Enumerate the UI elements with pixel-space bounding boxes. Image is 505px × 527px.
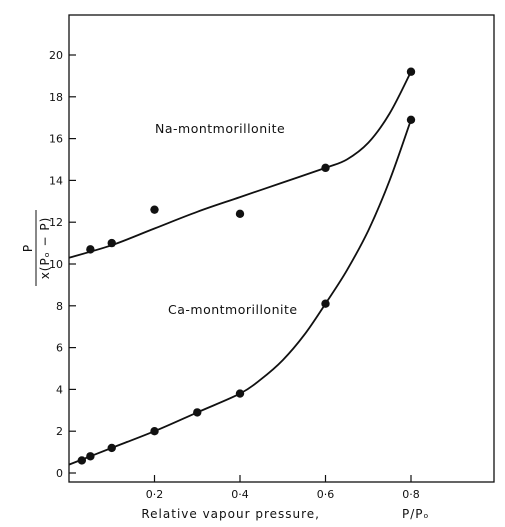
- curve-ca: [68, 119, 412, 466]
- plot-frame: [68, 14, 495, 483]
- series-label-na: Na-montmorillonite: [155, 121, 285, 136]
- x-axis-title-symbol: P/Pₒ: [402, 507, 429, 521]
- point-ca: [193, 408, 202, 417]
- series-points: [77, 67, 416, 465]
- y-ticks: 0 2 4 6 8 10 12 14 16 18 20: [49, 49, 76, 480]
- x-tick-label: 0·6: [317, 488, 335, 501]
- y-tick-label: 20: [49, 49, 63, 62]
- y-axis-title-denominator: x(Pₒ − P): [38, 217, 52, 280]
- point-na: [107, 238, 116, 248]
- y-tick-label: 18: [49, 91, 63, 104]
- y-axis-title-numerator: P: [21, 244, 35, 252]
- x-tick-label: 0·8: [402, 488, 420, 501]
- curve-na: [68, 71, 412, 259]
- point-na: [235, 209, 245, 219]
- point-ca: [77, 456, 87, 465]
- point-ca: [86, 452, 95, 461]
- x-ticks: 0·2 0·4 0·6 0·8: [146, 475, 420, 501]
- point-na: [86, 245, 95, 254]
- y-tick-label: 10: [49, 258, 63, 271]
- y-tick-label: 6: [56, 342, 63, 355]
- y-tick-label: 16: [49, 133, 63, 146]
- x-tick-label: 0·2: [146, 488, 164, 501]
- y-tick-label: 0: [56, 467, 63, 480]
- point-ca: [321, 299, 330, 308]
- point-na: [321, 163, 330, 173]
- y-tick-label: 12: [49, 216, 63, 229]
- y-tick-label: 8: [56, 300, 63, 313]
- point-ca: [235, 389, 245, 398]
- series-label-ca: Ca-montmorillonite: [168, 302, 298, 317]
- point-ca: [406, 115, 416, 124]
- x-axis-title: Relative vapour pressure,: [141, 507, 320, 521]
- x-tick-label: 0·4: [231, 488, 249, 501]
- y-axis-title: P x(Pₒ − P): [21, 210, 52, 286]
- point-na: [406, 67, 416, 76]
- point-ca: [150, 427, 159, 436]
- y-tick-label: 4: [56, 383, 63, 396]
- y-tick-label: 2: [56, 425, 63, 438]
- y-tick-label: 14: [49, 174, 63, 187]
- point-na: [150, 205, 159, 214]
- point-ca: [107, 443, 116, 453]
